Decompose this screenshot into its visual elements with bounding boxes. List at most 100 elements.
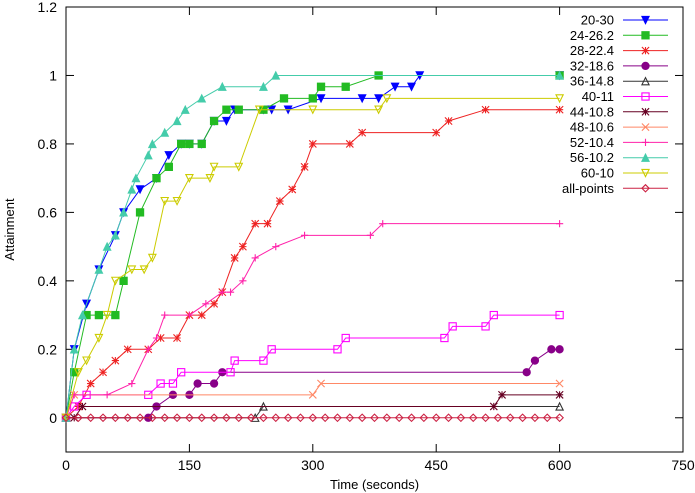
- data-point: [193, 379, 202, 388]
- legend-label: 20-30: [581, 13, 614, 28]
- data-point: [148, 413, 157, 423]
- data-point: [123, 345, 132, 354]
- data-point: [374, 94, 384, 104]
- data-point: [444, 413, 453, 423]
- data-point: [230, 356, 239, 365]
- data-point: [239, 277, 247, 285]
- y-tick-label: 0.4: [38, 273, 58, 289]
- data-point: [123, 413, 133, 423]
- legend-item: 24-26.2: [570, 28, 668, 43]
- data-point: [267, 345, 276, 354]
- data-point: [300, 231, 309, 239]
- legend-marker: [641, 123, 650, 132]
- data-point: [127, 265, 137, 275]
- legend-item: 28-22.4: [570, 43, 668, 58]
- data-point: [308, 105, 318, 115]
- data-point: [180, 104, 190, 114]
- x-tick-label: 750: [671, 457, 695, 473]
- data-point: [160, 196, 170, 206]
- data-point: [135, 185, 145, 195]
- data-point: [341, 82, 350, 91]
- data-point: [555, 379, 564, 388]
- data-point: [77, 310, 87, 320]
- data-point: [308, 413, 318, 423]
- data-point: [110, 413, 120, 423]
- legend-marker: [641, 183, 650, 193]
- legend-marker: [641, 168, 650, 178]
- data-point: [246, 413, 256, 423]
- y-axis-title: Attainment: [2, 198, 17, 261]
- x-axis-title: Time (seconds): [330, 477, 419, 492]
- legend-item: 20-30: [581, 13, 668, 28]
- data-point: [210, 299, 219, 308]
- data-point: [152, 174, 161, 183]
- data-point: [254, 105, 264, 115]
- data-point: [489, 310, 498, 320]
- data-point: [271, 413, 281, 423]
- x-tick-label: 0: [62, 457, 70, 473]
- data-point: [110, 230, 120, 240]
- data-point: [555, 105, 564, 114]
- data-point: [317, 379, 326, 388]
- data-point: [98, 413, 108, 423]
- legend-item: 40-11: [582, 89, 668, 104]
- data-point: [152, 334, 161, 342]
- data-point: [271, 70, 281, 80]
- series-28-22.4: [62, 105, 564, 422]
- data-point: [102, 310, 112, 320]
- legend-marker: [641, 76, 650, 86]
- data-point: [279, 94, 289, 103]
- data-point: [222, 413, 231, 423]
- series-line: [66, 405, 560, 419]
- data-point: [448, 322, 457, 331]
- data-point: [197, 413, 207, 423]
- data-point: [173, 334, 182, 343]
- y-tick-label: 1.2: [38, 0, 58, 15]
- legend-marker: [641, 107, 650, 116]
- data-point: [300, 162, 309, 171]
- data-point: [505, 413, 515, 423]
- data-point: [164, 162, 173, 172]
- data-point: [555, 390, 564, 399]
- data-point: [144, 345, 152, 353]
- data-point: [357, 413, 367, 423]
- data-point: [320, 413, 330, 423]
- data-point: [444, 116, 453, 125]
- data-point: [73, 368, 83, 378]
- data-point: [374, 105, 384, 115]
- data-point: [308, 139, 317, 148]
- data-point: [358, 128, 367, 137]
- data-point: [177, 139, 186, 149]
- data-point: [226, 368, 235, 377]
- data-point: [522, 368, 531, 377]
- data-point: [78, 402, 87, 411]
- series-60-10: [61, 94, 565, 423]
- legend-marker: [641, 152, 650, 162]
- data-point: [69, 344, 79, 354]
- data-point: [379, 220, 387, 228]
- data-point: [209, 116, 219, 126]
- legend-marker: [641, 92, 650, 101]
- series-48-10.6: [62, 379, 564, 422]
- data-point: [234, 105, 243, 114]
- data-point: [382, 94, 392, 104]
- data-point: [135, 208, 145, 217]
- data-point: [221, 116, 231, 126]
- data-point: [518, 413, 527, 423]
- data-point: [82, 356, 92, 366]
- data-point: [431, 413, 441, 423]
- data-point: [366, 231, 374, 239]
- legend-label: all-points: [562, 181, 615, 196]
- data-point: [197, 93, 207, 103]
- data-point: [530, 413, 540, 423]
- data-point: [172, 196, 182, 206]
- data-point: [316, 82, 326, 91]
- x-tick-label: 450: [425, 457, 449, 473]
- data-point: [394, 413, 404, 423]
- legend-item: 36-14.8: [570, 74, 668, 89]
- legend-item: all-points: [562, 181, 668, 196]
- legend-item: 44-10.8: [570, 104, 668, 119]
- data-point: [555, 413, 564, 423]
- series-layer: [61, 70, 565, 423]
- series-56-10.2: [61, 70, 565, 422]
